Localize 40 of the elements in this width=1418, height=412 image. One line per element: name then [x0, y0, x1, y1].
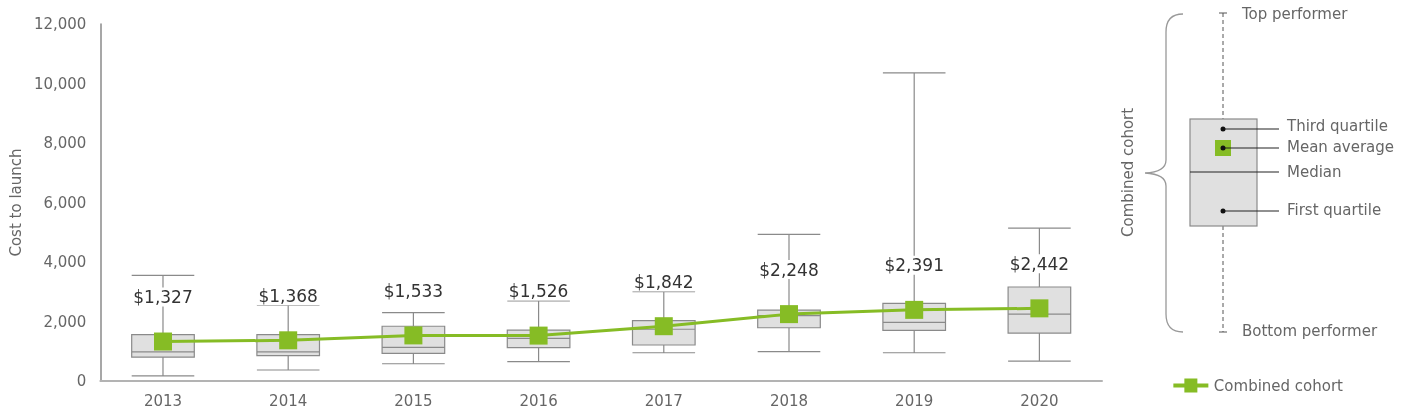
y-tick-label: 6,000: [43, 193, 87, 212]
data-label: $1,327: [133, 287, 193, 308]
point: [654, 317, 673, 336]
y-tick-label: 4,000: [43, 253, 87, 271]
text: Combined cohort: [1119, 107, 1137, 237]
x-tick-label: 2018: [769, 391, 809, 410]
data-label: $1,842: [634, 271, 694, 292]
point: [529, 326, 548, 345]
point: [279, 331, 298, 350]
x-tick-label: 2016: [519, 391, 558, 410]
point: [1030, 299, 1049, 318]
y-tick-label: 0: [76, 372, 87, 390]
text: Third quartile: [1287, 117, 1388, 135]
point: [404, 326, 423, 345]
text: First quartile: [1287, 201, 1382, 219]
x-tick-label: 2017: [644, 391, 683, 410]
point: [905, 300, 924, 319]
x-tick-label: 2019: [895, 391, 934, 410]
data-label: $1,368: [258, 285, 318, 306]
point: [153, 332, 172, 351]
point: [780, 305, 798, 324]
text: Median: [1287, 163, 1342, 181]
data-label: $1,533: [383, 280, 444, 301]
data-label: $2,391: [884, 255, 944, 276]
y-axis-title: Cost to launch: [6, 148, 25, 257]
data-label: $2,248: [759, 259, 819, 280]
data-label: $2,442: [1009, 253, 1070, 274]
y-tick-label: 8,000: [43, 134, 87, 152]
x-tick-label: 2020: [1020, 391, 1059, 410]
legend-label: Combined cohort: [1213, 376, 1344, 395]
text: Bottom performer: [1242, 322, 1378, 340]
x-tick-label: 2015: [394, 391, 433, 410]
x-tick-label: 2014: [269, 391, 308, 410]
text: Top performer: [1242, 5, 1348, 23]
y-tick-label: 2,000: [43, 312, 87, 331]
y-tick-label: 12,000: [33, 15, 87, 33]
text: Mean average: [1287, 138, 1395, 156]
x-tick-label: 2013: [143, 391, 183, 410]
data-label: $1,526: [508, 281, 569, 302]
y-tick-label: 10,000: [33, 74, 87, 93]
